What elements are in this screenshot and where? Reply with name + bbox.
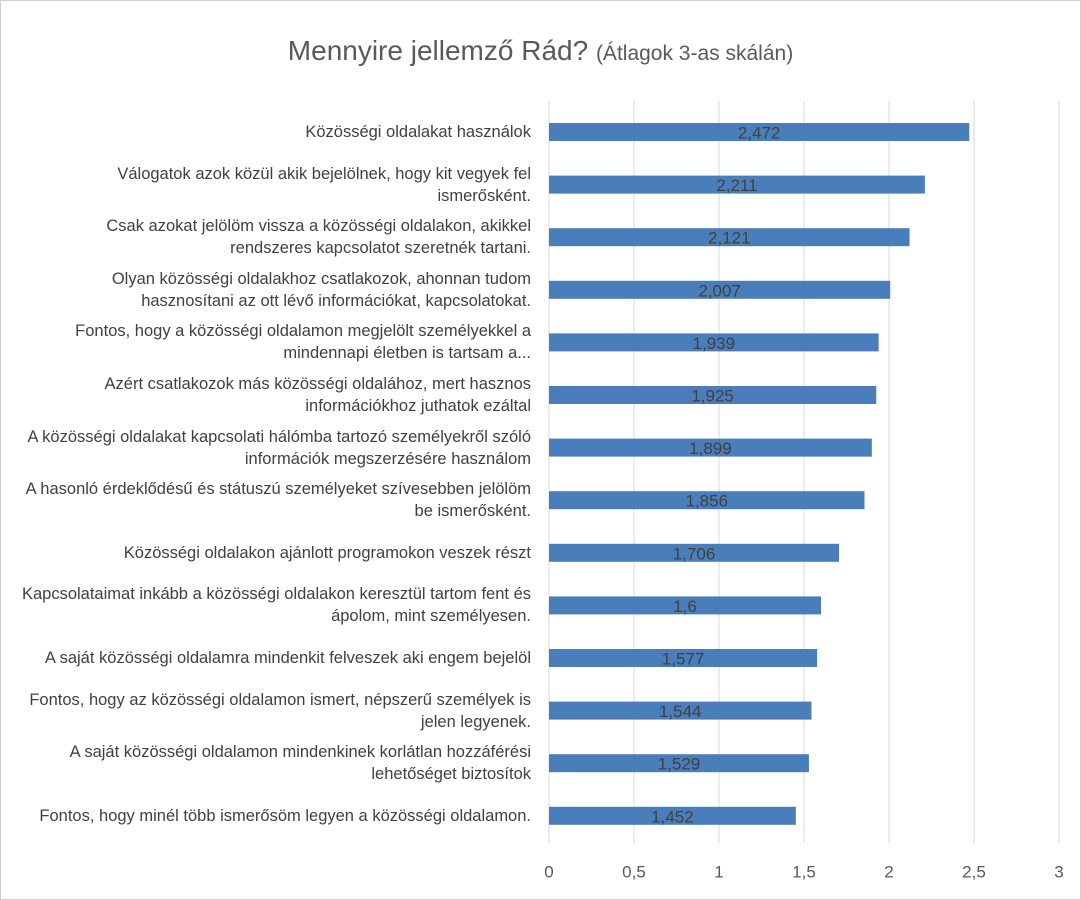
x-tick-label: 0 <box>544 862 553 881</box>
chart-title-block: Mennyire jellemző Rád? (Átlagok 3-as ská… <box>1 35 1080 67</box>
x-tick-label: 2,5 <box>962 862 986 881</box>
value-label: 1,6 <box>673 597 697 616</box>
value-label: 1,706 <box>673 544 716 563</box>
value-label: 2,472 <box>738 123 781 142</box>
bar <box>549 438 872 457</box>
bar <box>549 806 796 825</box>
value-label: 1,577 <box>662 649 705 668</box>
chart-title: Mennyire jellemző Rád? <box>287 35 589 66</box>
bar <box>549 333 879 352</box>
value-label: 1,939 <box>693 334 736 353</box>
x-tick-label: 1 <box>714 862 723 881</box>
bar <box>549 491 865 510</box>
y-tick-label: A saját közösségi oldalamra mindenkit fe… <box>44 649 531 667</box>
x-tick-label: 1,5 <box>792 862 816 881</box>
chart-subtitle: (Átlagok 3-as skálán) <box>595 42 794 65</box>
y-tick-label: Közösségi oldalakon ajánlott programokon… <box>123 543 531 562</box>
value-label: 2,007 <box>698 281 741 300</box>
value-label: 2,211 <box>716 176 757 195</box>
bar <box>549 649 818 667</box>
value-label: 1,856 <box>685 492 728 511</box>
y-tick-label: Azért csatlakozok más közösségi oldaláho… <box>104 375 531 415</box>
x-tick-label: 0,5 <box>622 862 646 881</box>
bar <box>549 228 910 247</box>
bar <box>549 123 970 141</box>
value-label: 1,899 <box>689 439 732 458</box>
y-tick-label: Kapcsolataimat inkább a közösségi oldala… <box>21 585 531 626</box>
y-tick-label: Fontos, hogy az közösségi oldalamon isme… <box>29 690 531 731</box>
bar <box>549 543 840 562</box>
y-tick-label: Fontos, hogy minél több ismerősöm legyen… <box>39 806 531 825</box>
value-label: 1,529 <box>658 755 701 774</box>
value-label: 1,925 <box>691 386 734 405</box>
bar <box>549 175 925 194</box>
x-tick-label: 2 <box>884 862 893 881</box>
y-tick-label: Közösségi oldalakat használok <box>305 123 531 141</box>
y-tick-label: Fontos, hogy a közösségi oldalamon megje… <box>75 322 531 363</box>
value-label: 1,452 <box>651 807 694 826</box>
bar <box>549 596 821 615</box>
bar <box>549 280 891 299</box>
y-tick-label: A közösségi oldalakat kapcsolati hálómba… <box>27 427 531 468</box>
bar <box>549 386 877 404</box>
bar <box>549 701 812 720</box>
bar <box>549 754 809 773</box>
y-tick-label: A hasonló érdeklődésű és státuszú személ… <box>25 480 531 521</box>
value-label: 2,121 <box>708 229 751 248</box>
y-tick-label: A saját közösségi oldalamon mindenkinek … <box>69 743 531 784</box>
y-tick-label: Csak azokat jelölöm vissza a közösségi o… <box>106 217 531 258</box>
y-tick-label: Olyan közösségi oldalakhoz csatlakozok, … <box>111 269 531 310</box>
value-label: 1,544 <box>659 702 702 721</box>
y-tick-label: Válogatok azok közül akik bejelölnek, ho… <box>117 164 531 205</box>
x-tick-label: 3 <box>1054 862 1063 881</box>
